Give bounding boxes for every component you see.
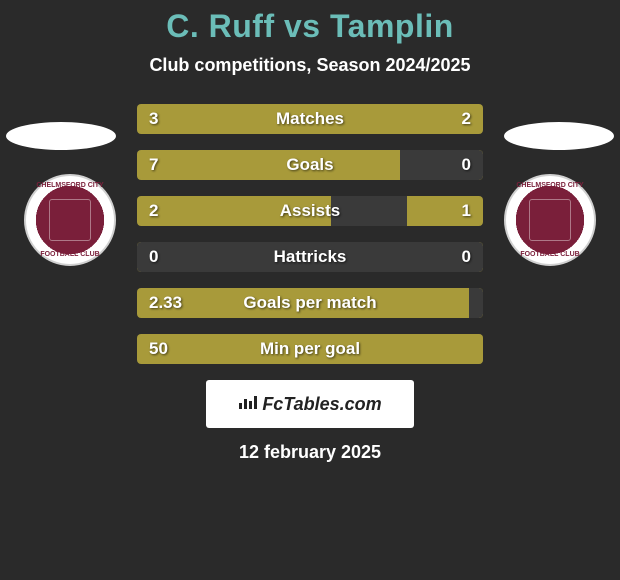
comparison-card: C. Ruff vs Tamplin Club competitions, Se…	[0, 0, 620, 580]
stats-bars: 32Matches 70Goals 21Assists 00Hattricks 2.33…	[137, 104, 483, 364]
fctables-logo: FcTables.com	[206, 380, 414, 428]
stat-label: Hattricks	[137, 242, 483, 272]
badge-right-bottom-text: FOOTBALL CLUB	[506, 251, 594, 258]
stat-label: Goals	[137, 150, 483, 180]
fctables-text: FcTables.com	[262, 394, 381, 415]
stat-label: Matches	[137, 104, 483, 134]
club-badge-left: CHELMSFORD CITY FOOTBALL CLUB	[24, 174, 116, 266]
player-marker-left	[6, 122, 116, 150]
stat-label: Min per goal	[137, 334, 483, 364]
page-title: C. Ruff vs Tamplin	[0, 8, 620, 45]
player-marker-right	[504, 122, 614, 150]
snapshot-date: 12 february 2025	[0, 442, 620, 463]
badge-right-top-text: CHELMSFORD CITY	[506, 182, 594, 189]
stat-row: 70Goals	[137, 150, 483, 180]
stat-row: 2.33Goals per match	[137, 288, 483, 318]
stat-row: 32Matches	[137, 104, 483, 134]
stat-row: 50Min per goal	[137, 334, 483, 364]
badge-left-top-text: CHELMSFORD CITY	[26, 182, 114, 189]
page-subtitle: Club competitions, Season 2024/2025	[0, 55, 620, 76]
stat-label: Assists	[137, 196, 483, 226]
badge-left-bottom-text: FOOTBALL CLUB	[26, 251, 114, 258]
shield-icon	[525, 195, 575, 245]
stat-label: Goals per match	[137, 288, 483, 318]
shield-icon	[45, 195, 95, 245]
chart-icon	[238, 394, 258, 415]
stat-row: 21Assists	[137, 196, 483, 226]
stat-row: 00Hattricks	[137, 242, 483, 272]
club-badge-right: CHELMSFORD CITY FOOTBALL CLUB	[504, 174, 596, 266]
